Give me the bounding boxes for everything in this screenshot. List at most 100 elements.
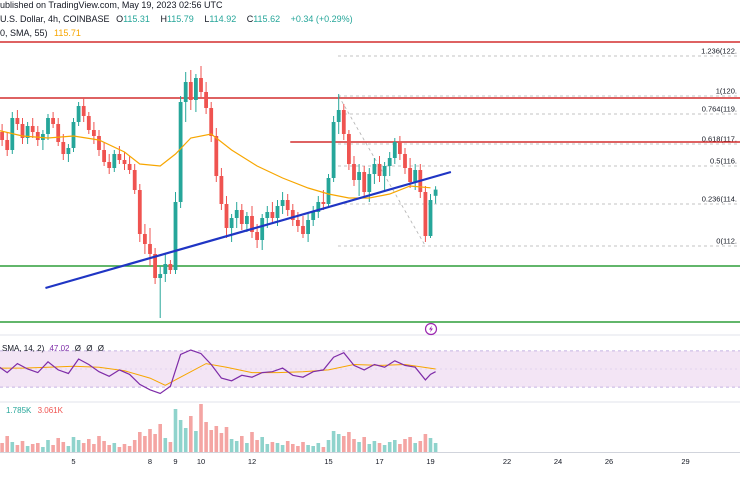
candle-5 (20, 118, 25, 144)
lightning-icon[interactable] (424, 322, 438, 336)
candle-61 (306, 214, 310, 242)
candle-body-79 (398, 142, 402, 154)
candle-85 (428, 194, 433, 238)
fib-retracement[interactable]: 1.236(122. 1(120. 0.764(119. 0.618(117. 0.5(… (338, 47, 740, 247)
candle-body-51 (255, 232, 259, 240)
volume-bar-20 (97, 436, 101, 452)
symbol-label: U.S. Dollar, 4h, COINBASE (0, 14, 110, 24)
volume-bar-44 (219, 433, 224, 452)
ohlc-l: L114.92 (204, 14, 237, 24)
candle-78 (392, 138, 397, 164)
candle-body-53 (265, 212, 270, 218)
candle-17 (81, 98, 86, 122)
volume-bar-3 (10, 442, 15, 452)
ohlc-o: O115.31 (116, 14, 150, 24)
candle-63 (316, 196, 321, 218)
candle-72 (362, 166, 367, 198)
candle-body-60 (301, 226, 305, 234)
candle-84 (423, 186, 428, 242)
candle-31 (153, 248, 157, 284)
candle-body-62 (311, 212, 316, 220)
volume-bar-57 (285, 441, 290, 452)
volume-bar-72 (362, 437, 366, 452)
candle-38 (188, 70, 193, 110)
candle-39 (194, 74, 198, 112)
candle-body-64 (321, 202, 326, 204)
candle-64 (321, 190, 326, 210)
trendline[interactable] (45, 170, 452, 290)
volume-bar-14 (66, 446, 71, 452)
candle-43 (214, 128, 219, 182)
ohlc-c-value: 115.62 (253, 14, 281, 24)
ohlc-o-value: 115.31 (123, 14, 150, 24)
candle-45 (224, 196, 229, 238)
candle-body-55 (275, 206, 280, 218)
x-tick-label-7: 19 (426, 457, 434, 466)
volume-bar-9 (41, 447, 45, 452)
candle-48 (239, 204, 244, 230)
x-tick-label-4: 12 (248, 457, 256, 466)
candle-37 (183, 72, 188, 122)
volume-bar-48 (240, 436, 244, 452)
candle-67 (336, 94, 341, 134)
rsi-extra-3: Ø (97, 344, 104, 353)
candle-body-14 (66, 148, 71, 154)
candle-11 (51, 112, 55, 128)
candle-body-43 (214, 136, 219, 176)
candle-body-39 (194, 78, 198, 100)
candle-body-52 (260, 218, 265, 240)
volume-bar-12 (56, 438, 60, 452)
candle-body-7 (30, 126, 35, 132)
fib-label-6: 0(112. (716, 237, 737, 246)
candle-body-44 (219, 176, 224, 204)
volume-bar-11 (51, 445, 55, 452)
candle-body-25 (122, 160, 127, 164)
volume-bar-35 (173, 409, 178, 452)
candle-22 (107, 154, 112, 174)
x-tick-label-0: 5 (71, 457, 75, 466)
candle-body-29 (143, 234, 147, 244)
rsi-label: SMA, 14, 2) (2, 344, 45, 353)
ohlc-c: C115.62 (246, 14, 281, 24)
volume-bar-24 (117, 447, 122, 452)
candle-42 (209, 102, 214, 142)
publish-text: ublished on TradingView.com, May 19, 202… (0, 0, 223, 10)
volume-bar-61 (306, 445, 310, 452)
lightning-icon-bolt (429, 325, 433, 333)
volume-bar-65 (326, 440, 331, 452)
grid (0, 334, 740, 453)
rsi-band (0, 350, 740, 388)
candle-13 (61, 134, 66, 160)
candle-body-6 (25, 126, 30, 138)
x-tick-label-1: 8 (148, 457, 152, 466)
candle-body-13 (61, 142, 66, 154)
candle-body-37 (183, 82, 188, 102)
fib-label-0: 1.236(122. (701, 47, 737, 56)
candle-32 (158, 266, 163, 318)
x-axis: 5 8 9 10 12 15 17 19 22 24 26 29 (71, 457, 689, 466)
candle-19 (92, 122, 96, 144)
volume-bar-32 (158, 424, 162, 452)
candle-body-84 (423, 192, 428, 236)
candle-27 (132, 164, 137, 194)
candle-body-78 (392, 142, 397, 158)
x-tick-label-11: 29 (681, 457, 689, 466)
x-tick-label-8: 22 (503, 457, 511, 466)
ohlc-change: +0.34 (+0.29%) (290, 14, 353, 24)
volume-bar-18 (87, 439, 91, 452)
volume-bar-16 (76, 440, 81, 452)
candle-body-81 (408, 168, 412, 182)
candle-body-2 (5, 140, 10, 150)
volume-legend: 1.785K 3.061K (6, 406, 63, 415)
volume-bar-27 (132, 440, 137, 452)
candle-body-77 (387, 158, 392, 166)
candle-18 (86, 112, 91, 134)
symbol-row: U.S. Dollar, 4h, COINBASE O115.31 H115.7… (0, 14, 357, 24)
candle-10 (46, 114, 50, 140)
volume-bar-19 (92, 444, 96, 452)
volume-bar-30 (148, 429, 152, 452)
x-tick-label-5: 15 (324, 457, 332, 466)
candle-79 (398, 136, 402, 160)
candle-body-35 (173, 202, 178, 270)
